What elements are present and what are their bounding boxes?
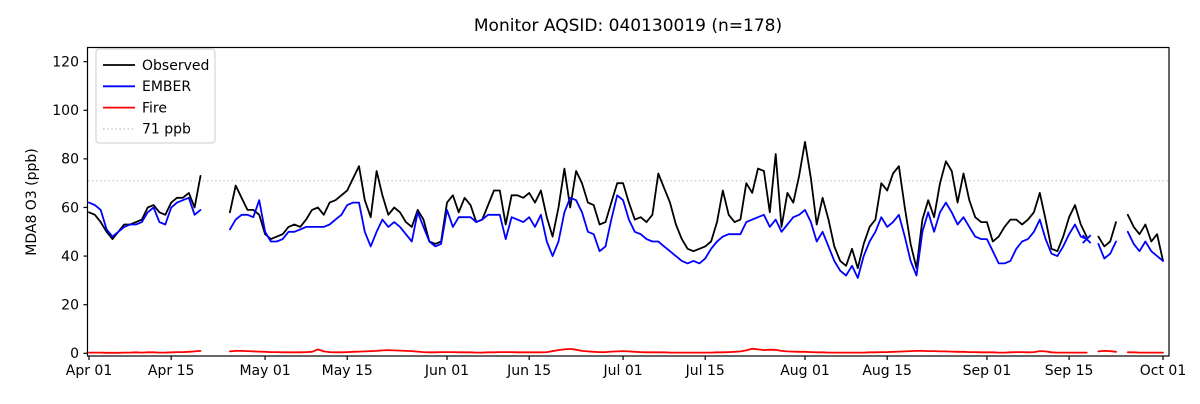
x-tick-label-2: May 01 (239, 363, 290, 379)
y-tick-label-0: 0 (70, 346, 79, 362)
x-tick-label-4: Jun 01 (424, 363, 469, 379)
x-tick-label-12: Oct 01 (1140, 363, 1186, 379)
x-tick-label-1: Apr 15 (148, 363, 194, 379)
y-axis-label: MDA8 O3 (ppb) (24, 148, 40, 256)
y-tick-label-3: 60 (61, 200, 79, 216)
fire-line-segment (89, 351, 201, 353)
legend: Observed EMBER Fire 71 ppb (96, 49, 215, 143)
y-tick-label-1: 20 (61, 297, 79, 313)
legend-label-observed: Observed (142, 58, 209, 74)
data-series (89, 142, 1163, 353)
observed-line-segment (1098, 222, 1116, 246)
ember-line-segment (230, 195, 1087, 278)
x-tick-label-9: Aug 15 (862, 363, 912, 379)
x-tick-label-3: May 15 (322, 363, 373, 379)
observed-line-segment (89, 176, 201, 239)
x-axis-ticks: Apr 01 Apr 15 May 01 May 15 Jun 01 Jun 15 Jul … (66, 356, 1186, 379)
y-tick-label-6: 120 (52, 54, 79, 70)
legend-label-71-ppb: 71 ppb (142, 122, 191, 138)
y-tick-label-2: 40 (61, 249, 79, 265)
x-tick-label-10: Sep 01 (963, 363, 1012, 379)
observed-line-segment (230, 142, 1087, 268)
fire-line-segment (230, 349, 1087, 353)
y-tick-label-4: 80 (61, 152, 79, 168)
y-tick-label-5: 100 (52, 103, 79, 119)
chart-title: Monitor AQSID: 040130019 (n=178) (474, 16, 782, 36)
x-tick-label-6: Jul 01 (602, 363, 642, 379)
legend-label-ember: EMBER (142, 79, 191, 95)
fire-line-segment (1098, 351, 1116, 352)
x-tick-label-0: Apr 01 (66, 363, 112, 379)
observed-line-segment (1128, 215, 1163, 261)
x-tick-label-7: Jul 15 (685, 363, 725, 379)
x-tick-label-11: Sep 15 (1045, 363, 1094, 379)
x-tick-label-5: Jun 15 (506, 363, 551, 379)
y-axis-ticks: 0 20 40 60 80 100 120 (52, 54, 87, 362)
legend-label-fire: Fire (142, 100, 167, 116)
x-tick-label-8: Aug 01 (780, 363, 830, 379)
